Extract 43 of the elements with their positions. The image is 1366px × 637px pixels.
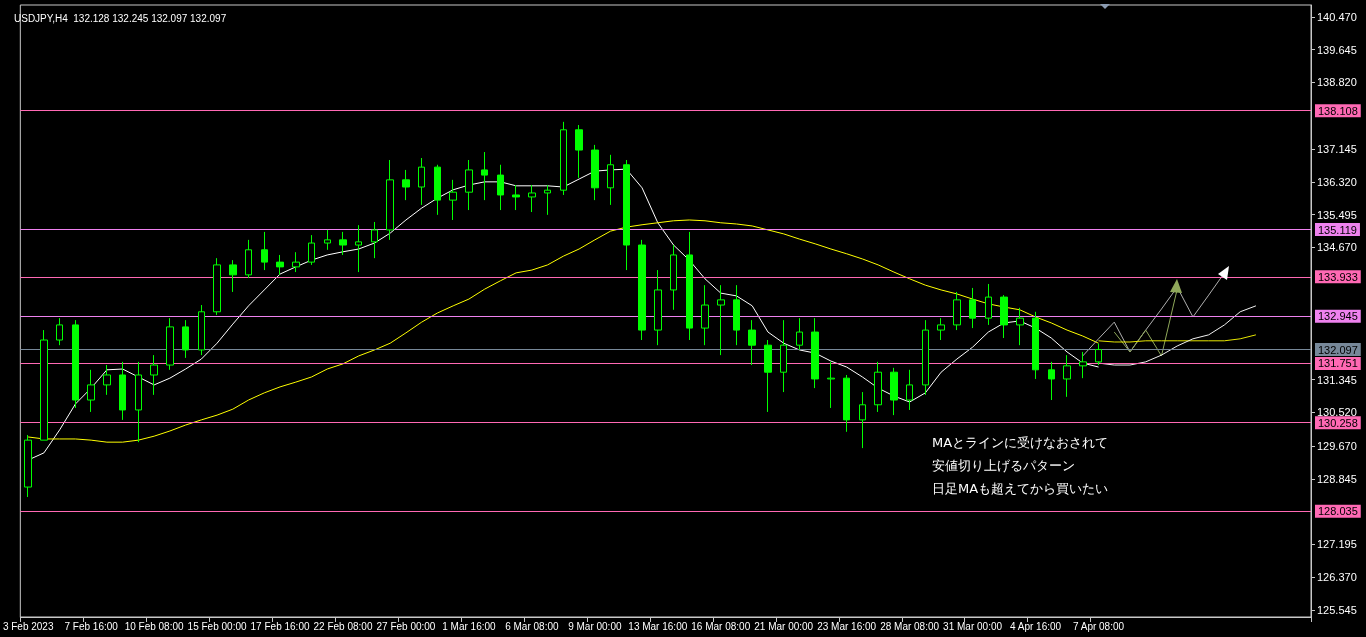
x-tick-label: 1 Mar 16:00 — [442, 620, 497, 632]
x-tick-label: 16 Mar 08:00 — [691, 620, 751, 632]
y-tick-label: 140.470 — [1317, 10, 1357, 23]
y-tick-label: 136.320 — [1317, 175, 1357, 188]
ref-line-label: 132.945 — [1318, 310, 1358, 323]
y-tick-label: 130.520 — [1317, 406, 1357, 419]
y-tick-label: 137.145 — [1317, 143, 1357, 156]
x-tick-label: 22 Feb 08:00 — [313, 620, 373, 632]
x-tick-label: 10 Feb 08:00 — [124, 620, 185, 632]
y-tick-label: 131.345 — [1317, 373, 1357, 386]
y-tick-label: 139.645 — [1317, 43, 1357, 56]
x-tick-label: 4 Apr 16:00 — [1009, 620, 1062, 632]
ref-line-label: 132.097 — [1318, 343, 1358, 356]
x-tick-label: 9 Mar 00:00 — [568, 620, 622, 632]
x-tick-label: 15 Feb 00:00 — [187, 620, 247, 632]
x-tick-label: 7 Apr 08:00 — [1072, 620, 1125, 632]
ref-line-label: 133.933 — [1318, 270, 1358, 283]
x-tick-label: 31 Mar 00:00 — [943, 620, 1003, 632]
y-tick-label: 127.195 — [1317, 538, 1357, 551]
ref-line-label: 130.258 — [1318, 416, 1358, 429]
ref-line-label: 128.035 — [1318, 505, 1358, 518]
annotation: MAとラインに受けなおされて — [932, 435, 1109, 450]
x-tick-label: 17 Feb 16:00 — [250, 620, 310, 632]
y-tick-label: 128.845 — [1317, 472, 1357, 485]
y-tick-label: 129.670 — [1317, 440, 1357, 453]
ref-line-label: 138.108 — [1318, 104, 1358, 117]
y-tick-label: 134.670 — [1317, 241, 1357, 254]
annotation: 安値切り上げるパターン — [932, 458, 1075, 473]
x-tick-label: 23 Mar 16:00 — [817, 620, 877, 632]
annotation: 日足MAも超えてから買いたい — [932, 481, 1109, 496]
x-tick-label: 7 Feb 16:00 — [64, 620, 119, 632]
x-tick-label: 28 Mar 08:00 — [880, 620, 940, 632]
x-tick-label: 6 Mar 08:00 — [505, 620, 559, 632]
y-tick-label: 125.545 — [1317, 604, 1357, 617]
y-tick-label: 138.820 — [1317, 76, 1357, 89]
x-tick-label: 3 Feb 2023 — [2, 620, 54, 632]
x-tick-label: 21 Mar 00:00 — [754, 620, 814, 632]
ref-line-label: 131.751 — [1318, 357, 1358, 370]
x-tick-label: 13 Mar 16:00 — [628, 620, 688, 632]
y-tick-label: 126.370 — [1317, 571, 1357, 584]
ref-line-label: 135.119 — [1318, 223, 1357, 236]
x-tick-label: 27 Feb 00:00 — [376, 620, 436, 632]
y-tick-label: 135.495 — [1317, 208, 1357, 221]
